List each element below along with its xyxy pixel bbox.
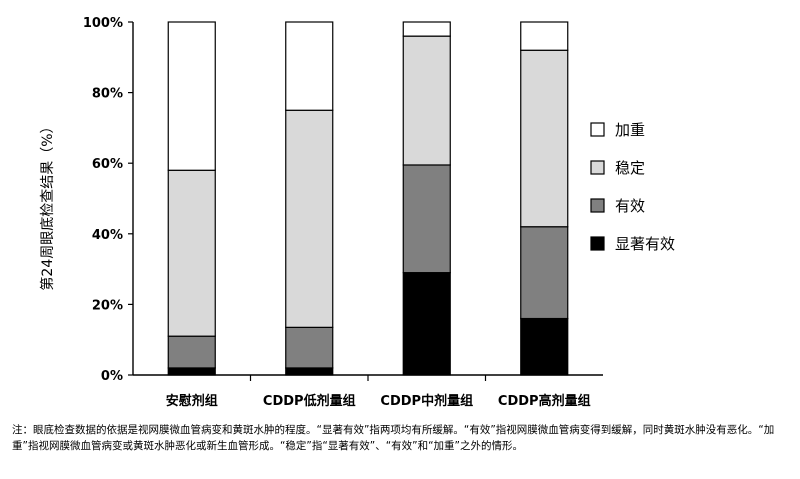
legend-label: 有效 bbox=[615, 197, 645, 215]
y-tick-label: 0% bbox=[101, 369, 123, 384]
bars bbox=[167, 21, 569, 376]
bar-segment bbox=[285, 109, 334, 328]
y-axis-title: 第24周眼底检查结果（%） bbox=[39, 119, 56, 290]
bar-segment bbox=[167, 367, 216, 376]
legend-swatch bbox=[590, 198, 605, 213]
bar-segment bbox=[520, 317, 569, 376]
legend-swatch bbox=[590, 160, 605, 175]
x-category-label: 安慰剂组 bbox=[166, 393, 218, 409]
x-category-label: CDDP低剂量组 bbox=[263, 393, 356, 409]
y-tick-label: 20% bbox=[92, 298, 123, 313]
bar-segment bbox=[520, 21, 569, 51]
legend-label: 显著有效 bbox=[615, 235, 675, 253]
y-tick-label: 60% bbox=[92, 157, 123, 172]
legend-swatch bbox=[590, 122, 605, 137]
x-category-label: CDDP高剂量组 bbox=[498, 393, 591, 409]
bar-segment bbox=[167, 21, 216, 171]
y-tick-label: 80% bbox=[92, 87, 123, 102]
y-tick-label: 100% bbox=[83, 16, 123, 31]
bar-segment bbox=[167, 335, 216, 369]
axes: 安慰剂组 CDDP低剂量组 CDDP中剂量组 CDDP高剂量组 bbox=[132, 22, 603, 409]
legend-label: 稳定 bbox=[615, 159, 645, 177]
bar-segment bbox=[520, 226, 569, 320]
bar-segment bbox=[285, 367, 334, 376]
bar-segment bbox=[285, 326, 334, 369]
bar-segment bbox=[402, 35, 451, 166]
bar-segment bbox=[167, 169, 216, 337]
legend-swatch bbox=[590, 236, 605, 251]
bar-segment bbox=[402, 21, 451, 37]
bar-segment bbox=[285, 21, 334, 111]
stacked-bar-chart: 0% 20% 40% 60% 80% 100% 安慰剂组 CDDP低剂量组 CDDP中剂量组 C… bbox=[39, 16, 675, 409]
legend-label: 加重 bbox=[615, 121, 645, 139]
bar-segment bbox=[520, 49, 569, 228]
x-category-label: CDDP中剂量组 bbox=[380, 393, 473, 409]
y-axis-ticks: 0% 20% 40% 60% 80% 100% bbox=[83, 16, 133, 384]
bar-segment bbox=[402, 164, 451, 274]
y-tick-label: 40% bbox=[92, 228, 123, 243]
bar-segment bbox=[402, 272, 451, 376]
footnote: 注：眼底检查数据的依据是视网膜微血管病变和黄斑水肿的程度。“显著有效”指两项均有… bbox=[12, 424, 775, 452]
